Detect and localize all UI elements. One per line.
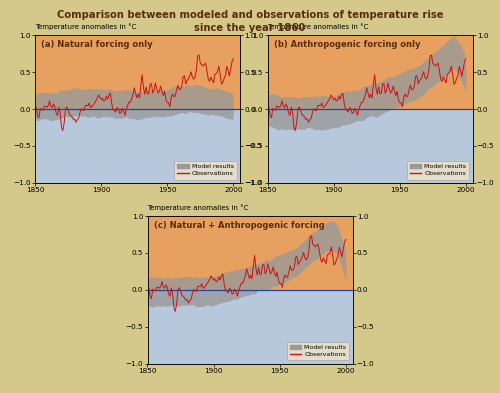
Text: (a) Natural forcing only: (a) Natural forcing only	[41, 40, 153, 49]
Bar	[35, 35, 240, 109]
Bar	[35, 109, 240, 183]
Legend: Model results, Observations: Model results, Observations	[287, 342, 350, 360]
Text: (b) Anthropogenic forcing only: (b) Anthropogenic forcing only	[274, 40, 420, 49]
Bar	[268, 109, 472, 183]
Text: (c) Natural + Anthropogenic forcing: (c) Natural + Anthropogenic forcing	[154, 220, 324, 230]
Legend: Model results, Observations: Model results, Observations	[407, 161, 470, 180]
Text: Comparison between modeled and observations of temperature rise
since the year 1: Comparison between modeled and observati…	[57, 10, 444, 33]
Text: Temperature anomalies in °C: Temperature anomalies in °C	[268, 23, 369, 30]
Text: Temperature anomalies in °C: Temperature anomalies in °C	[148, 204, 249, 211]
Legend: Model results, Observations: Model results, Observations	[174, 161, 237, 180]
Bar	[148, 216, 352, 290]
Text: Temperature anomalies in °C: Temperature anomalies in °C	[35, 23, 136, 30]
Bar	[148, 290, 352, 364]
Bar	[268, 35, 472, 109]
